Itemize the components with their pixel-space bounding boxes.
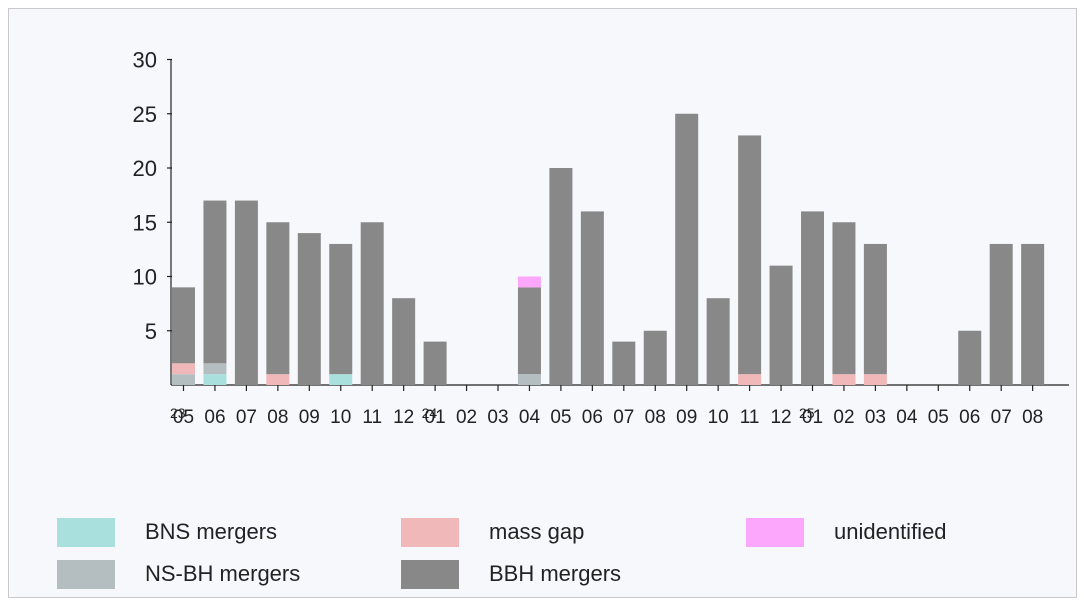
bar-bbh-19: [769, 265, 793, 385]
legend-label-mass-gap: mass gap: [489, 519, 585, 544]
bar-massgap-21: [832, 374, 856, 385]
bar-bbh-6: [360, 222, 384, 385]
bar-massgap-0: [172, 363, 195, 375]
legend-label-bns: BNS mergers: [145, 519, 278, 544]
x-tick-label-4: 09: [299, 407, 320, 428]
y-tick-label-25: 25: [133, 102, 157, 127]
legend-swatch-nsbh: [57, 559, 115, 589]
chart-panel: 5 10 15 20 25 30 05 06 07 08 09 10 11 12 01 02 03 04 05 06 0…: [8, 8, 1077, 598]
x-tick-label-26: 07: [991, 407, 1012, 428]
x-tick-label-19: 12: [770, 407, 791, 428]
bar-bbh-2: [234, 200, 258, 385]
y-tick-label-20: 20: [133, 156, 157, 181]
x-tick-label-11: 04: [519, 407, 541, 428]
x-tick-label-20: 01: [802, 407, 823, 428]
legend-swatch-bns: [57, 517, 115, 547]
bar-chart: 5 10 15 20 25 30 05 06 07 08 09 10 11 12 01 02 03 04 05 06 0…: [133, 48, 1069, 428]
bar-bns-5: [329, 374, 353, 385]
x-tick-label-0: 05: [173, 407, 194, 428]
x-tick-label-21: 02: [833, 407, 854, 428]
bar-nsbh-1: [203, 363, 227, 375]
x-tick-label-3: 08: [267, 407, 288, 428]
x-tick-label-15: 08: [645, 407, 666, 428]
legend-item-mass-gap: mass gap: [401, 517, 584, 547]
bar-bbh-4: [297, 233, 321, 385]
bar-bbh-13: [580, 211, 604, 385]
x-tick-label-10: 03: [487, 407, 508, 428]
bar-bns-1: [203, 374, 227, 385]
year-label-24: 24: [422, 405, 438, 421]
x-tick-label-27: 08: [1022, 407, 1043, 428]
bar-bbh-16: [675, 113, 699, 385]
year-label-23: 23: [170, 405, 186, 421]
legend-label-unidentified: unidentified: [834, 519, 947, 544]
x-tick-label-1: 06: [204, 407, 225, 428]
bar-bbh-22: [863, 243, 887, 375]
y-tick-label-30: 30: [133, 48, 157, 73]
bar-bbh-20: [801, 211, 824, 385]
bar-bbh-0: [172, 287, 195, 364]
x-tick-label-6: 11: [362, 407, 382, 428]
x-tick-label-5: 10: [330, 407, 351, 428]
bar-bbh-12: [549, 168, 573, 385]
x-tick-label-7: 12: [393, 407, 414, 428]
x-tick-label-22: 03: [865, 407, 886, 428]
x-tick-label-25: 06: [959, 407, 980, 428]
legend-item-unidentified: unidentified: [746, 517, 947, 547]
legend-item-bns: BNS mergers: [57, 517, 277, 547]
bar-bbh-17: [706, 298, 730, 385]
bar-bbh-21: [832, 222, 856, 375]
x-tick-label-13: 06: [582, 407, 603, 428]
bar-nsbh-0: [172, 374, 195, 385]
y-tick-label-5: 5: [145, 319, 157, 344]
bar-bbh-14: [612, 341, 636, 385]
bar-massgap-3: [266, 374, 290, 385]
bar-bbh-5: [329, 243, 353, 375]
bar-unidentified-11: [517, 276, 541, 288]
legend-swatch-unidentified: [746, 517, 804, 547]
x-tick-label-12: 05: [550, 407, 571, 428]
bar-bbh-1: [203, 200, 227, 364]
x-tick-label-2: 07: [236, 407, 257, 428]
legend-item-nsbh: NS-BH mergers: [57, 559, 300, 589]
bar-bbh-25: [958, 330, 982, 385]
x-tick-label-8: 01: [425, 407, 446, 428]
bar-nsbh-11: [517, 374, 541, 385]
legend-item-bbh: BBH mergers: [401, 559, 621, 589]
bar-massgap-18: [738, 374, 762, 385]
x-tick-label-17: 10: [708, 407, 729, 428]
bar-massgap-22: [863, 374, 887, 385]
bar-bbh-18: [738, 135, 762, 375]
y-tick-label-10: 10: [133, 265, 157, 290]
x-tick-label-24: 05: [928, 407, 949, 428]
x-tick-label-18: 11: [740, 407, 760, 428]
x-tick-label-16: 09: [676, 407, 697, 428]
bar-bbh-11: [517, 287, 541, 375]
bar-bbh-26: [989, 243, 1013, 385]
legend-label-bbh: BBH mergers: [489, 561, 622, 586]
legend-swatch-mass-gap: [401, 517, 459, 547]
x-tick-label-23: 04: [896, 407, 918, 428]
x-tick-label-9: 02: [456, 407, 477, 428]
year-label-25: 25: [799, 405, 815, 421]
legend-label-nsbh: NS-BH mergers: [145, 561, 301, 586]
bar-bbh-7: [392, 298, 416, 385]
bar-bbh-15: [643, 330, 667, 385]
legend: BNS mergers mass gap unidentified NS-BH …: [9, 515, 1076, 597]
bar-bbh-27: [1021, 243, 1045, 385]
bar-bbh-8: [423, 341, 447, 385]
bar-bbh-3: [266, 222, 290, 375]
x-tick-label-14: 07: [613, 407, 634, 428]
legend-swatch-bbh: [401, 559, 459, 589]
y-tick-label-15: 15: [133, 210, 157, 235]
